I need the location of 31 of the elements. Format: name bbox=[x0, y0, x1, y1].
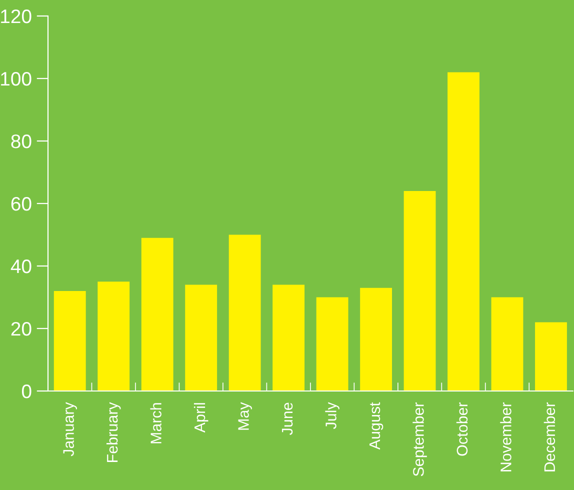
bar bbox=[228, 234, 261, 391]
y-tick-label: 120 bbox=[1, 9, 32, 24]
x-tick-label: July bbox=[325, 402, 340, 430]
bar bbox=[535, 322, 567, 391]
y-tick-label: 60 bbox=[11, 196, 32, 211]
x-tick-label: December bbox=[544, 402, 556, 472]
y-tick-label: 20 bbox=[11, 322, 32, 336]
x-tick-label: April bbox=[194, 403, 208, 433]
x-tick-label: September bbox=[412, 402, 427, 476]
x-tick-label: February bbox=[106, 402, 121, 462]
x-tick-label: May bbox=[238, 402, 252, 430]
bar bbox=[141, 238, 174, 391]
bar bbox=[185, 284, 218, 391]
bar bbox=[272, 284, 305, 391]
bar bbox=[360, 288, 392, 391]
y-tick-label: 40 bbox=[10, 259, 32, 274]
bar bbox=[448, 72, 480, 391]
y-tick-label: 80 bbox=[11, 134, 32, 148]
x-tick-label: March bbox=[150, 403, 162, 444]
bar bbox=[491, 297, 524, 391]
bar bbox=[316, 297, 348, 391]
x-tick-label: June bbox=[282, 402, 293, 435]
x-tick-label: August bbox=[369, 402, 384, 450]
x-tick-label: October bbox=[456, 402, 468, 456]
bar bbox=[54, 291, 86, 391]
x-tick-label: January bbox=[63, 402, 77, 456]
x-tick-label: November bbox=[500, 402, 512, 472]
y-tick-label: 0 bbox=[22, 384, 32, 398]
y-tick-label: 100 bbox=[1, 72, 32, 86]
bar bbox=[98, 282, 130, 391]
bar bbox=[404, 191, 436, 391]
